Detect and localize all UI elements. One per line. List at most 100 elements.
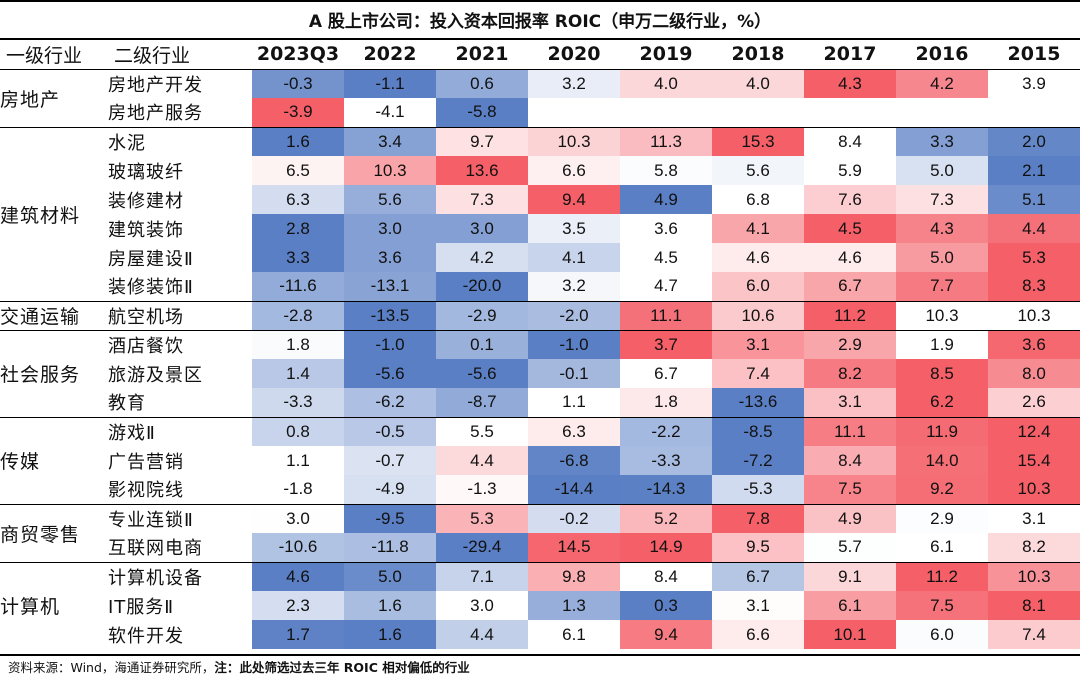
value-cell: 10.3 (528, 126, 620, 156)
value-cell: 7.3 (436, 185, 528, 214)
table-row: 装修建材 6.3 5.6 7.3 9.4 4.9 6.8 7.6 7.3 5.1 (0, 185, 1080, 214)
value-cell: 1.6 (252, 126, 344, 156)
value-cell: 3.0 (436, 591, 528, 620)
value-cell: 4.4 (988, 214, 1080, 243)
value-cell: -0.5 (344, 416, 436, 446)
value-cell: 8.4 (620, 561, 712, 591)
value-cell: 1.8 (620, 388, 712, 417)
value-cell: 3.1 (804, 388, 896, 417)
level2-industry: 软件开发 (108, 625, 184, 647)
value-cell: 5.6 (344, 185, 436, 214)
value-cell: 9.5 (712, 533, 804, 562)
value-cell: 6.0 (712, 272, 804, 301)
value-cell: 2.8 (252, 214, 344, 243)
value-cell: 4.5 (804, 214, 896, 243)
level1-industry: 社会服务 (0, 329, 108, 417)
value-cell (896, 98, 988, 127)
column-header: 2017 (804, 40, 896, 70)
column-header: 2016 (896, 40, 988, 70)
value-cell: 5.6 (712, 156, 804, 185)
table-row: 装修装饰Ⅱ -11.6 -13.1 -20.0 3.2 4.7 6.0 6.7 7.7 8.3 (0, 272, 1080, 301)
value-cell (804, 98, 896, 127)
value-cell: -13.5 (344, 300, 436, 330)
value-cell: 1.9 (896, 329, 988, 359)
value-cell: 1.1 (528, 388, 620, 417)
table-row: 教育 -3.3 -6.2 -8.7 1.1 1.8 -13.6 3.1 6.2 2.6 (0, 388, 1080, 417)
value-cell (712, 98, 804, 127)
table-row: 旅游及景区 1.4 -5.6 -5.6 -0.1 6.7 7.4 8.2 8.5 8.0 (0, 359, 1080, 388)
column-header: 2020 (528, 40, 620, 70)
value-cell: 2.9 (896, 503, 988, 533)
value-cell: 4.3 (804, 68, 896, 98)
source-text: 资料来源：Wind，海通证券研究所， (8, 660, 215, 675)
roic-heatmap-table: 一级行业 二级行业 2023Q3 2022 2021 2020 2019 2018 2017… (0, 40, 1080, 649)
value-cell: 7.5 (896, 591, 988, 620)
value-cell: 14.9 (620, 533, 712, 562)
value-cell: 7.4 (988, 620, 1080, 649)
value-cell: -3.3 (252, 388, 344, 417)
table-row: 房地产 房地产开发 -0.3 -1.1 0.6 3.2 4.0 4.0 4.3 4.2 3.9 (0, 68, 1080, 127)
table-row: 建筑材料 水泥 1.6 3.4 9.7 10.3 11.3 15.3 8.4 3.3 2.0 (0, 126, 1080, 301)
table-row: 计算机 计算机设备 4.6 5.0 7.1 9.8 8.4 6.7 9.1 11.2 10.3 (0, 561, 1080, 649)
value-cell: -4.9 (344, 475, 436, 504)
column-header: 2021 (436, 40, 528, 70)
value-cell: 3.1 (712, 329, 804, 359)
note-label: 注： (214, 660, 240, 675)
value-cell: 5.1 (988, 185, 1080, 214)
value-cell: 3.0 (344, 214, 436, 243)
value-cell: 10.3 (988, 300, 1080, 330)
value-cell: 10.6 (712, 300, 804, 330)
level2-industry: 玻璃玻纤 (108, 161, 184, 183)
level1-industry: 建筑材料 (0, 126, 108, 301)
value-cell: -13.6 (712, 388, 804, 417)
source-footer: 资料来源：Wind，海通证券研究所，注：此处筛选过去三年 ROIC 相对偏低的行… (0, 654, 1080, 678)
value-cell: 0.6 (436, 68, 528, 98)
value-cell: 3.6 (988, 329, 1080, 359)
value-cell: 8.4 (804, 446, 896, 475)
level2-industry: 水泥 (108, 126, 252, 156)
table-row: 商贸零售 专业连锁Ⅱ 3.0 -9.5 5.3 -0.2 5.2 7.8 4.9 2.9 3.1 (0, 503, 1080, 562)
value-cell: 4.2 (896, 68, 988, 98)
table-row: 软件开发 1.7 1.6 4.4 6.1 9.4 6.6 10.1 6.0 7.4 (0, 620, 1080, 649)
value-cell: 13.6 (436, 156, 528, 185)
level2-industry: 酒店餐饮 (108, 329, 252, 359)
level2-industry: 房地产服务 (108, 103, 203, 125)
value-cell: 4.3 (896, 214, 988, 243)
value-cell: 3.2 (528, 68, 620, 98)
value-cell: 8.5 (896, 359, 988, 388)
value-cell: -1.3 (436, 475, 528, 504)
value-cell: 15.3 (712, 126, 804, 156)
value-cell: -20.0 (436, 272, 528, 301)
value-cell: -3.3 (620, 446, 712, 475)
value-cell: 5.8 (620, 156, 712, 185)
table-row: 传媒 游戏Ⅱ 0.8 -0.5 5.5 6.3 -2.2 -8.5 11.1 11.9 12.4 (0, 416, 1080, 504)
value-cell: -13.1 (344, 272, 436, 301)
column-header: 2015 (988, 40, 1080, 70)
level2-industry: 影视院线 (108, 480, 184, 502)
value-cell: -11.6 (252, 272, 344, 301)
value-cell: 4.2 (436, 243, 528, 272)
value-cell: 6.1 (804, 591, 896, 620)
value-cell: -6.2 (344, 388, 436, 417)
value-cell: 5.9 (804, 156, 896, 185)
value-cell: -2.9 (436, 300, 528, 330)
value-cell: 9.8 (528, 561, 620, 591)
value-cell: 0.1 (436, 329, 528, 359)
level2-industry: 房地产开发 (108, 68, 252, 98)
value-cell: 7.4 (712, 359, 804, 388)
level2-industry: 航空机场 (108, 300, 252, 330)
level2-industry: 计算机设备 (108, 561, 252, 591)
value-cell: 3.3 (252, 243, 344, 272)
value-cell (620, 98, 712, 127)
value-cell: 8.1 (988, 591, 1080, 620)
value-cell: 15.4 (988, 446, 1080, 475)
level1-industry: 房地产 (0, 68, 108, 127)
value-cell: 4.6 (804, 243, 896, 272)
value-cell (528, 98, 620, 127)
value-cell: -0.7 (344, 446, 436, 475)
value-cell: -2.8 (252, 300, 344, 330)
value-cell: 14.5 (528, 533, 620, 562)
value-cell: 3.4 (344, 126, 436, 156)
value-cell: -14.4 (528, 475, 620, 504)
value-cell: -0.2 (528, 503, 620, 533)
